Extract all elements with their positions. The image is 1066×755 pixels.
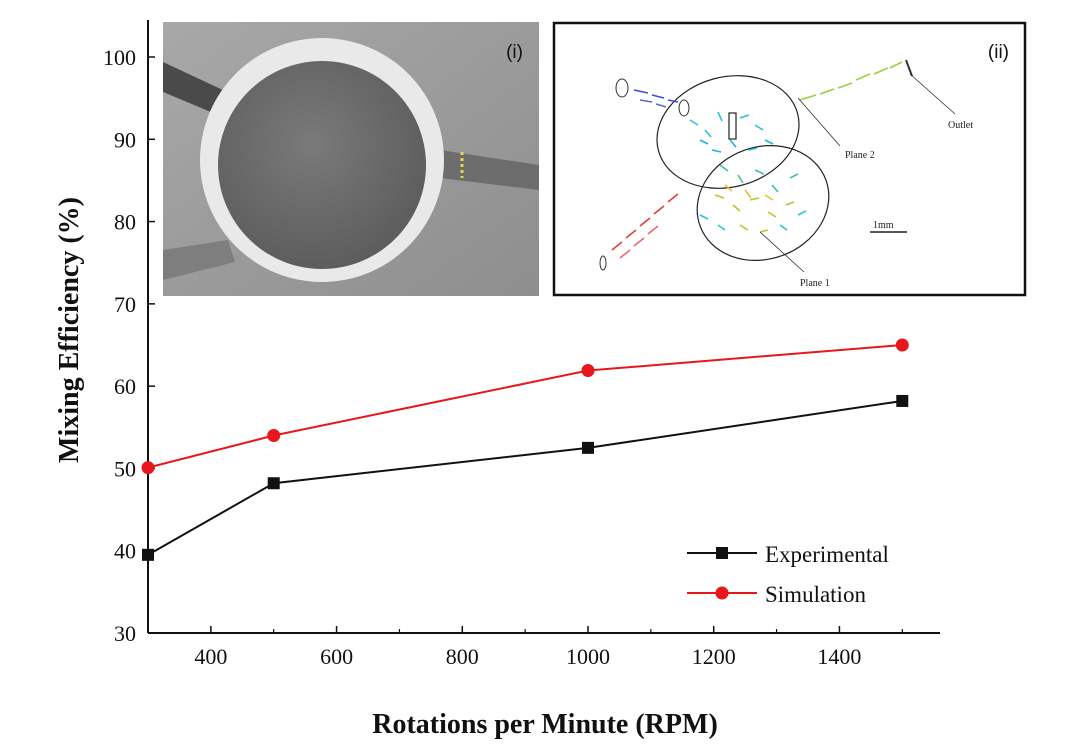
inlet-ellipse-top <box>615 78 629 98</box>
series-line-experimental <box>147 399 903 556</box>
y-tick-label: 60 <box>114 374 136 399</box>
point-simulation <box>141 461 155 475</box>
plane-1-ellipse <box>696 145 830 261</box>
point-experimental <box>896 394 909 407</box>
simulation-frame <box>552 21 1027 297</box>
outlet-leader <box>909 73 956 115</box>
baffle <box>728 112 737 140</box>
point-experimental <box>142 548 154 561</box>
x-tick-label: 1200 <box>692 644 736 669</box>
plane-2-ellipse <box>656 75 800 189</box>
x-tick-label: 400 <box>194 644 227 669</box>
simulation-tag: (ii) <box>988 42 1009 63</box>
point-simulation <box>581 364 595 378</box>
legend-label-simulation: Simulation <box>765 582 866 607</box>
outlet-label: Outlet <box>948 120 973 131</box>
y-tick-label: 30 <box>114 621 136 646</box>
y-tick-label: 40 <box>114 539 136 564</box>
inlet-ellipse-mid <box>678 99 690 117</box>
legend-marker-simulation <box>715 586 729 600</box>
photo-chamber-disc <box>218 61 426 269</box>
y-tick-label: 50 <box>114 456 136 481</box>
x-tick-label: 600 <box>320 644 353 669</box>
point-experimental <box>582 441 594 454</box>
series-line-simulation <box>147 344 903 469</box>
legend: Experimental Simulation <box>687 542 889 607</box>
x-tick-label: 800 <box>446 644 479 669</box>
outlet-stub <box>905 59 913 77</box>
plane-2-label: Plane 2 <box>845 150 875 161</box>
photo-tube-right <box>440 150 539 190</box>
point-experimental <box>267 477 280 490</box>
x-tick-label: 1400 <box>817 644 861 669</box>
y-ticks: 30 40 50 60 70 80 90 100 <box>103 45 155 646</box>
flow-vectors <box>611 61 903 259</box>
plane-1-label: Plane 1 <box>800 278 830 289</box>
inset-photo: (i) <box>163 22 539 296</box>
legend-marker-experimental <box>716 547 728 559</box>
x-axis-title: Rotations per Minute (RPM) <box>372 709 718 740</box>
scale-label: 1mm <box>873 220 894 231</box>
plane-2-leader <box>797 97 841 147</box>
plane-1-leader <box>759 231 805 273</box>
y-tick-label: 70 <box>114 292 136 317</box>
photo-tube-bottom <box>163 240 235 280</box>
inlet-ellipse-bottom <box>599 255 607 271</box>
point-simulation <box>267 429 281 443</box>
y-axis-title: Mixing Efficiency (%) <box>54 197 85 463</box>
x-tick-label: 1000 <box>566 644 610 669</box>
x-ticks: 400 600 800 1000 1200 1400 <box>147 626 903 669</box>
y-tick-label: 90 <box>114 127 136 152</box>
axes <box>147 20 940 634</box>
y-tick-label: 80 <box>114 210 136 235</box>
inset-simulation: Outlet Plane 2 Plane 1 1mm (ii) <box>552 21 1027 297</box>
legend-label-experimental: Experimental <box>765 542 889 567</box>
point-simulation <box>895 338 909 352</box>
photo-tag: (i) <box>506 42 523 63</box>
series-layer <box>141 338 909 561</box>
y-tick-label: 100 <box>103 45 136 70</box>
